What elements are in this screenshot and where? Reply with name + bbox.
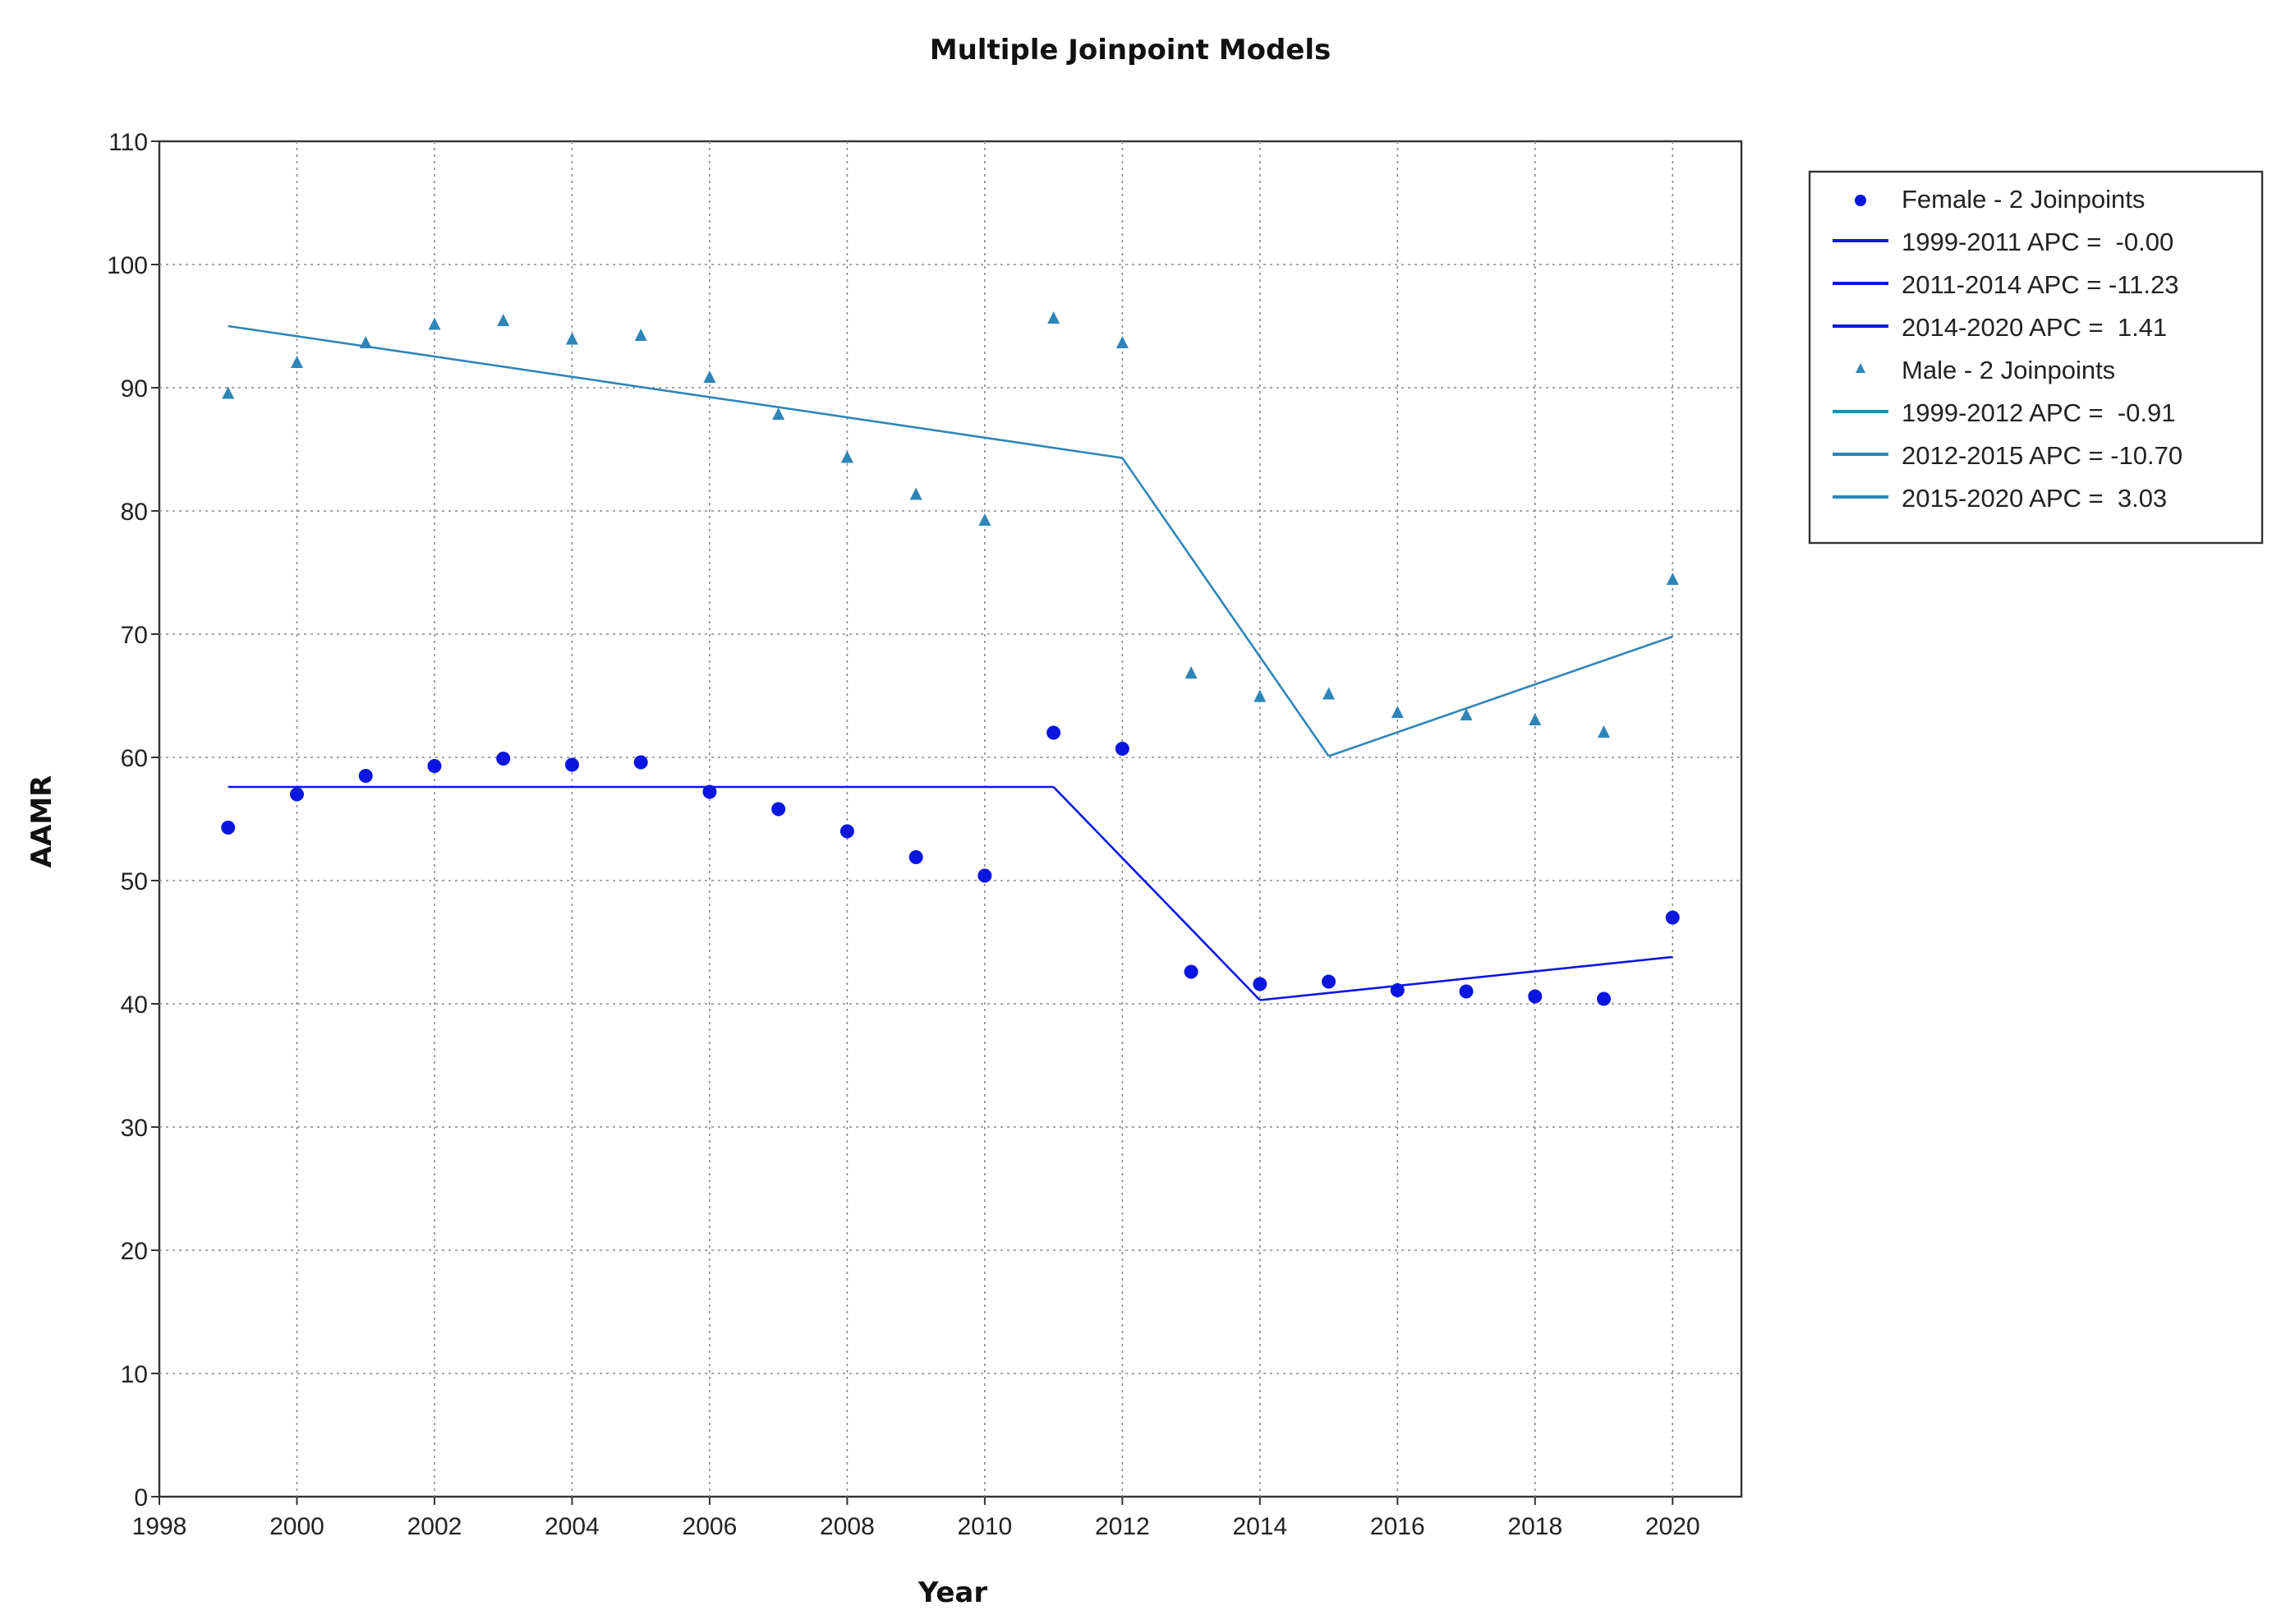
- y-axis-title: AAMR: [25, 775, 58, 868]
- female-data-point: [1665, 910, 1680, 925]
- y-tick-label: 90: [121, 375, 148, 403]
- y-axis-ticks: 0 10 20 30 40 50 60 70 80 90 100 110: [107, 129, 159, 1511]
- y-tick-label: 40: [121, 991, 148, 1019]
- female-data-point: [977, 868, 992, 883]
- male-data-point: [1460, 708, 1473, 720]
- x-tick-label: 2020: [1645, 1513, 1700, 1540]
- plot-area: [158, 140, 1743, 1498]
- male-data-point: [772, 407, 785, 420]
- male-data-point: [1598, 725, 1611, 738]
- male-data-point: [428, 317, 441, 330]
- x-tick-label: 2014: [1232, 1513, 1287, 1540]
- female-data-point: [702, 784, 717, 799]
- x-axis-title: Year: [918, 1576, 988, 1609]
- y-tick-label: 80: [121, 499, 148, 526]
- male-data-point: [1322, 687, 1336, 700]
- fit-segment: [1052, 786, 1261, 1001]
- y-tick-label: 20: [121, 1238, 148, 1265]
- male-data-point: [1115, 336, 1129, 348]
- male-data-point: [359, 336, 372, 348]
- legend-circle-icon: [1855, 195, 1866, 206]
- data-points: [221, 311, 1680, 1006]
- female-data-point: [839, 824, 854, 839]
- female-data-point: [908, 850, 923, 864]
- female-data-point: [289, 787, 304, 802]
- male-data-point: [1184, 666, 1198, 679]
- male-data-point: [634, 329, 647, 341]
- male-data-point: [497, 314, 510, 326]
- female-data-point: [1322, 974, 1336, 989]
- legend-label: 2014-2020 APC = 1.41: [1902, 313, 2167, 342]
- legend-label: Female - 2 Joinpoints: [1902, 185, 2145, 214]
- female-data-point: [427, 759, 442, 773]
- legend-box: [1808, 170, 2264, 545]
- male-data-point: [978, 513, 991, 526]
- y-tick-label: 100: [107, 252, 148, 279]
- male-data-point: [1391, 706, 1404, 718]
- x-tick-label: 2004: [545, 1513, 600, 1540]
- fit-segment: [1328, 635, 1673, 757]
- legend-label: 1999-2012 APC = -0.91: [1902, 398, 2176, 427]
- female-data-point: [496, 752, 511, 766]
- legend-label: 2015-2020 APC = 3.03: [1902, 484, 2167, 513]
- x-axis-ticks: 1998 2000 2002 2004 2006 2008 2010 2012 2014 2016…: [132, 1497, 1700, 1540]
- female-data-point: [1528, 989, 1543, 1004]
- y-tick-label: 70: [121, 622, 148, 649]
- female-data-point: [633, 755, 648, 770]
- male-data-point: [1047, 311, 1060, 324]
- y-tick-label: 10: [121, 1361, 148, 1388]
- fit-segment: [228, 324, 1123, 459]
- x-tick-label: 2002: [407, 1513, 462, 1540]
- female-data-point: [1115, 742, 1129, 756]
- female-data-point: [358, 769, 373, 783]
- x-tick-label: 2016: [1370, 1513, 1425, 1540]
- male-data-point: [290, 356, 303, 368]
- legend-triangle-icon: [1856, 363, 1865, 373]
- x-tick-label: 2000: [269, 1513, 324, 1540]
- x-tick-label: 2018: [1507, 1513, 1562, 1540]
- female-data-point: [221, 821, 236, 835]
- male-data-point: [565, 332, 578, 345]
- legend-label: Male - 2 Joinpoints: [1902, 356, 2115, 384]
- fit-segment: [1121, 457, 1330, 757]
- x-tick-label: 2012: [1095, 1513, 1150, 1540]
- male-data-point: [1666, 573, 1679, 585]
- y-tick-label: 0: [134, 1484, 148, 1511]
- y-tick-label: 50: [121, 868, 148, 895]
- male-data-point: [1529, 713, 1542, 725]
- female-data-point: [1253, 977, 1267, 991]
- male-data-point: [840, 450, 853, 463]
- legend: Female - 2 Joinpoints 1999-2011 APC = -0.…: [1808, 170, 2264, 545]
- female-data-point: [1046, 725, 1061, 740]
- legend-label: 2012-2015 APC = -10.70: [1902, 441, 2183, 470]
- female-data-point: [1459, 984, 1474, 999]
- x-tick-label: 2006: [683, 1513, 738, 1540]
- female-data-point: [564, 757, 579, 772]
- female-data-point: [1597, 991, 1612, 1006]
- male-data-point: [222, 386, 235, 399]
- x-tick-label: 2008: [820, 1513, 875, 1540]
- legend-label: 2011-2014 APC = -11.23: [1902, 270, 2179, 299]
- x-tick-label: 2010: [957, 1513, 1012, 1540]
- male-data-point: [703, 370, 716, 383]
- y-tick-label: 60: [121, 745, 148, 772]
- female-data-point: [1184, 964, 1198, 979]
- joinpoint-fit-lines: [228, 324, 1673, 1001]
- chart-title: Multiple Joinpoint Models: [930, 34, 1331, 67]
- y-tick-label: 30: [121, 1115, 148, 1142]
- x-tick-label: 1998: [132, 1513, 187, 1540]
- female-data-point: [1390, 983, 1405, 997]
- female-data-point: [771, 802, 786, 817]
- legend-label: 1999-2011 APC = -0.00: [1902, 228, 2173, 256]
- grid-lines: [159, 141, 1741, 1497]
- fit-segment: [1259, 955, 1673, 1001]
- y-tick-label: 110: [108, 129, 148, 156]
- male-data-point: [1253, 689, 1267, 702]
- male-data-point: [909, 487, 922, 500]
